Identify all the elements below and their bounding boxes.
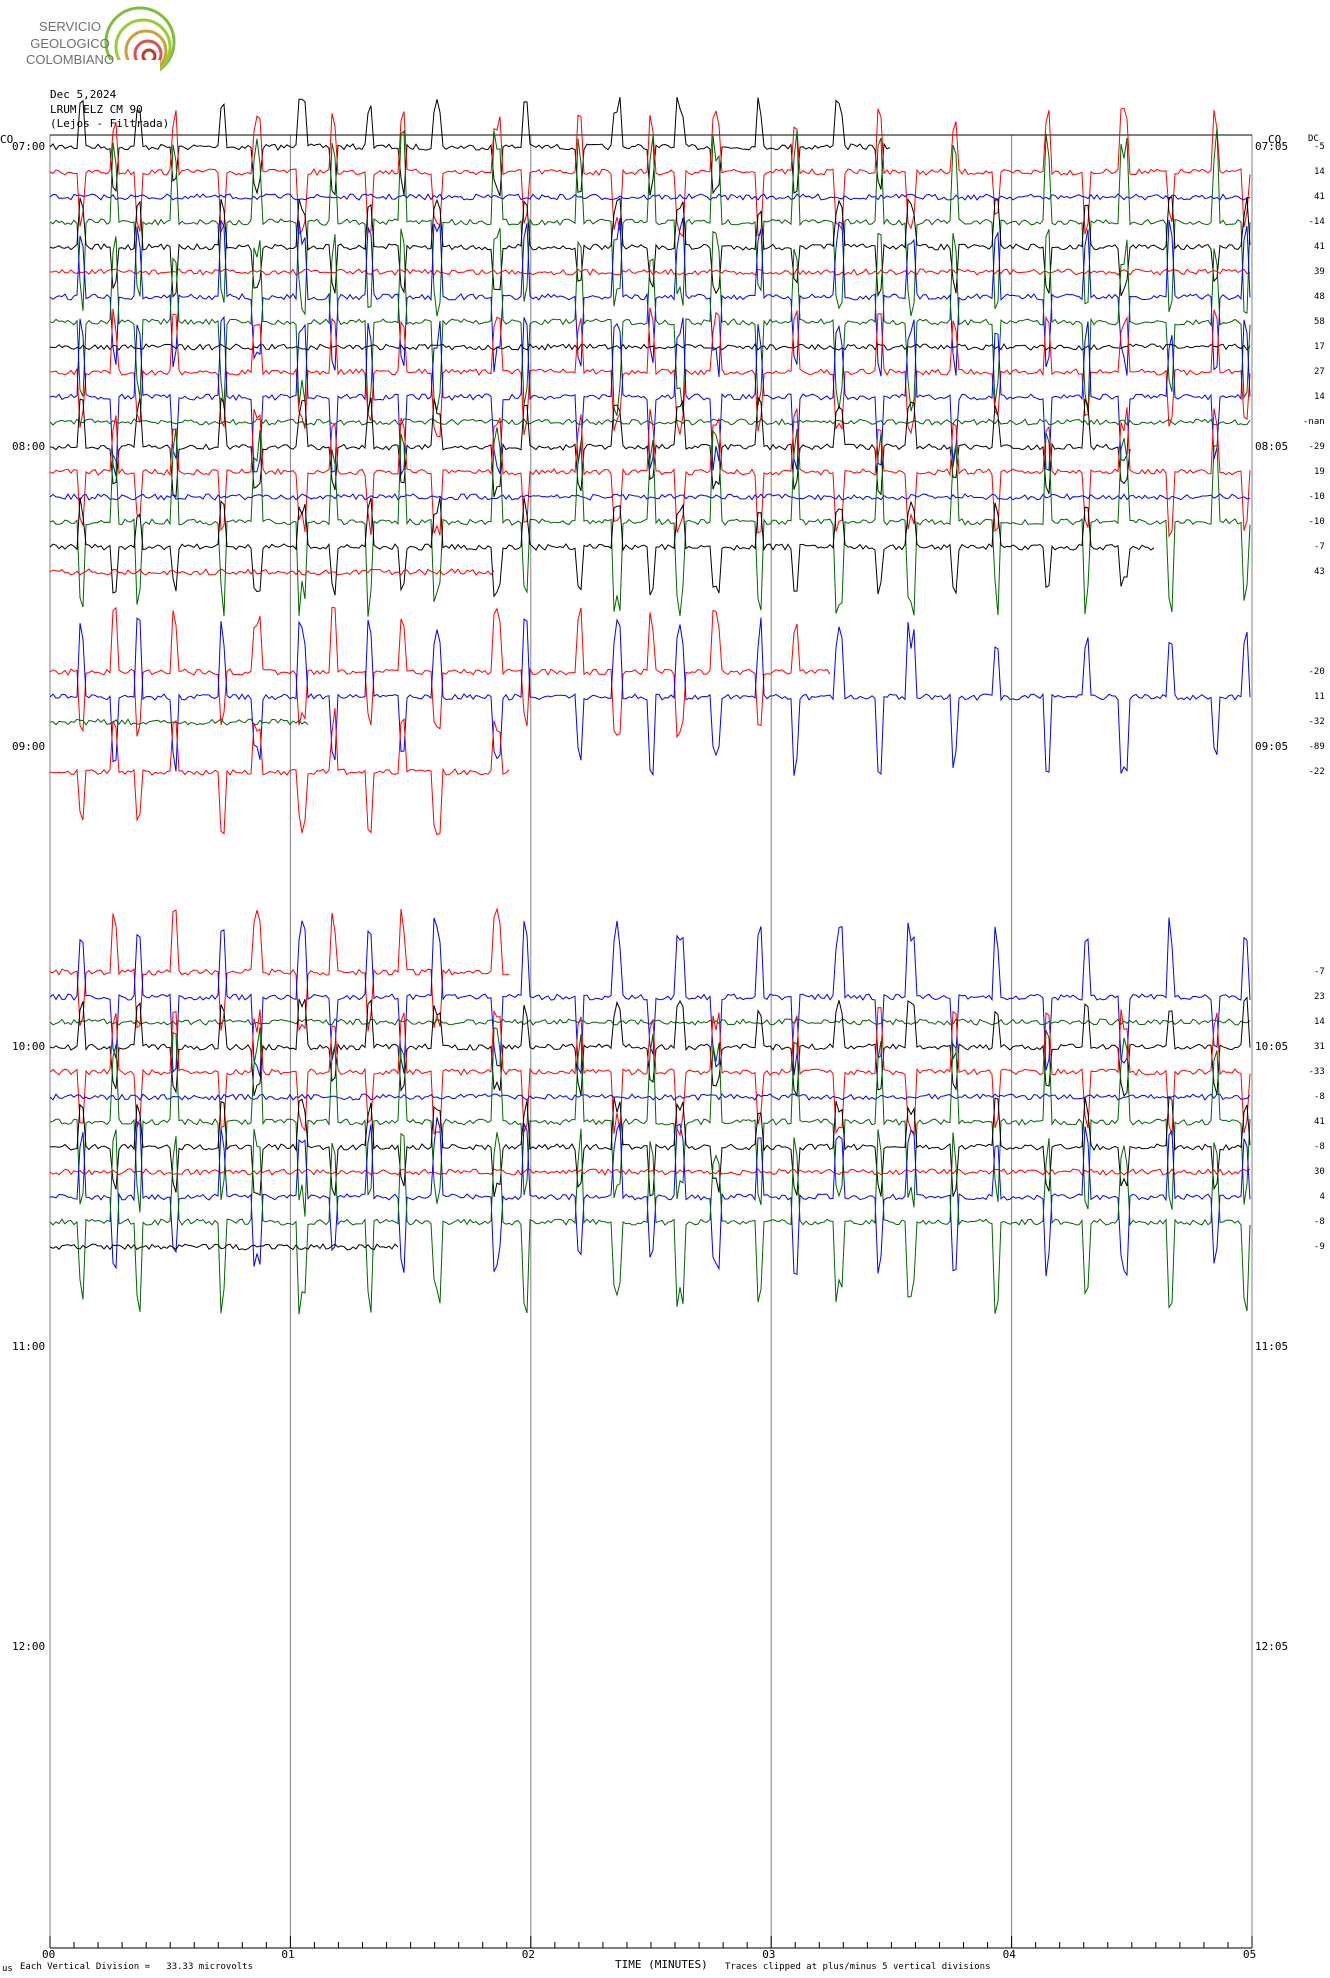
trace-line-4: [49, 127, 1251, 317]
footer-clip-note: Traces clipped at plus/minus 5 vertical …: [725, 1962, 991, 1972]
dc-offset-label: -8: [1314, 1142, 1325, 1152]
dc-offset-label: 41: [1314, 242, 1325, 252]
trace-line-23: [49, 617, 1251, 777]
dc-offset-label: 48: [1314, 292, 1325, 302]
dc-offset-label: -89: [1308, 742, 1325, 752]
trace-line-40: [49, 1027, 1251, 1217]
trace-line-24: [49, 718, 309, 726]
x-axis-title: TIME (MINUTES): [615, 1958, 708, 1971]
dc-offset-label: -8: [1314, 1217, 1325, 1227]
trace-line-44: [49, 1128, 1251, 1315]
trace-line-2: [49, 107, 1251, 238]
dc-offset-label: -10: [1308, 492, 1325, 502]
dc-offset-label: 17: [1314, 342, 1325, 352]
dc-offset-label: -5: [1314, 142, 1325, 152]
right-time-label: 10:05: [1255, 1040, 1289, 1053]
trace-line-7: [49, 217, 1251, 377]
dc-offset-label: 4: [1319, 1192, 1325, 1202]
dc-offset-label: 41: [1314, 1117, 1325, 1127]
trace-line-22: [49, 606, 831, 739]
dc-offset-label: 27: [1314, 367, 1325, 377]
trace-line-17: [49, 497, 1155, 598]
left-time-label: 10:00: [12, 1040, 46, 1053]
logo-line-1: SERVICIO: [39, 19, 101, 34]
x-tick-label: 05: [1243, 1948, 1257, 1961]
trace-line-5: [49, 196, 1251, 298]
trace-line-14: [49, 407, 1251, 538]
logo-spiral-icon: [100, 6, 176, 84]
dc-offset-label: -8: [1314, 1092, 1325, 1102]
dc-offset-label: -22: [1308, 767, 1325, 777]
minute-gridlines: [49, 134, 1253, 1948]
left-time-label: 09:00: [12, 740, 46, 753]
dc-offset-label: -14: [1308, 217, 1325, 227]
trace-line-12: [49, 418, 1251, 426]
left-time-label: 12:00: [12, 1640, 46, 1653]
trace-line-8: [49, 227, 1251, 416]
logo-line-3: COLOMBIANO: [25, 52, 115, 67]
trace-line-42: [49, 1168, 1251, 1176]
trace-line-10: [49, 307, 1251, 438]
dc-offset-label: 30: [1314, 1167, 1325, 1177]
right-time-label: 12:05: [1255, 1640, 1289, 1653]
trace-line-36: [49, 1018, 1251, 1026]
dc-offset-label: 43: [1314, 567, 1325, 577]
header-filter: (Lejos - Filtrada): [50, 117, 170, 130]
seismic-traces: [49, 96, 1251, 1315]
header-date: Dec 5,2024: [50, 88, 117, 101]
dc-offset-label: -20: [1308, 667, 1325, 677]
dc-offset-label: 39: [1314, 267, 1325, 277]
dc-offset-label: -33: [1308, 1067, 1325, 1077]
x-tick-label: 02: [521, 1948, 536, 1961]
left-time-label: 07:00: [12, 140, 46, 153]
dc-offset-label: -7: [1314, 967, 1325, 977]
footer-corner: us: [2, 1964, 13, 1974]
right-time-label: 11:05: [1255, 1340, 1289, 1353]
dc-offset-label: 14: [1314, 167, 1325, 177]
trace-line-43: [49, 1117, 1251, 1277]
dc-offset-label: -7: [1314, 542, 1325, 552]
dc-offset-label: 14: [1314, 1017, 1325, 1027]
dc-column-header: DC: [1308, 134, 1319, 144]
left-time-label: 08:00: [12, 440, 46, 453]
right-time-label: 07:05: [1255, 140, 1289, 153]
trace-line-18: [49, 568, 495, 576]
trace-line-13: [49, 395, 1131, 498]
dc-offset-label: 23: [1314, 992, 1325, 1002]
dc-offset-label: -9: [1314, 1242, 1325, 1252]
header-station: LRUM ELZ CM 90: [50, 103, 143, 116]
corner-label-left: CO: [0, 133, 14, 146]
x-tick-label: 03: [762, 1948, 776, 1961]
trace-line-3: [49, 193, 1250, 201]
trace-line-16: [49, 427, 1251, 617]
footer-scale: Each Vertical Division = 33.33 microvolt…: [20, 1962, 253, 1972]
trace-line-38: [49, 1007, 1251, 1138]
x-tick-label: 01: [281, 1948, 295, 1961]
dc-offset-label: -29: [1308, 442, 1325, 452]
dc-offset-label: 41: [1314, 192, 1325, 202]
trace-line-26: [49, 708, 510, 836]
right-time-label: 09:05: [1255, 740, 1289, 753]
x-tick-label: 04: [1002, 1948, 1016, 1961]
x-tick-label: 00: [42, 1948, 56, 1961]
trace-line-15: [49, 493, 1251, 501]
trace-line-45: [49, 1243, 399, 1251]
trace-line-39: [49, 1093, 1251, 1101]
dc-offset-label: -nan: [1303, 417, 1325, 427]
left-time-label: 11:00: [12, 1340, 46, 1353]
dc-offset-label: 14: [1314, 392, 1325, 402]
dc-offset-label: 19: [1314, 467, 1325, 477]
logo-line-2: GEOLOGICO: [30, 36, 110, 51]
dc-offset-label: 31: [1314, 1042, 1325, 1052]
dc-offset-label: 11: [1314, 692, 1325, 702]
time-axis: [49, 1936, 1253, 1949]
dc-offset-label: -32: [1308, 717, 1325, 727]
trace-line-34: [49, 907, 510, 1032]
trace-line-1: [49, 96, 891, 197]
dc-offset-label: -10: [1308, 517, 1325, 527]
right-time-label: 08:05: [1255, 440, 1289, 453]
corner-label-right: CO: [1268, 133, 1282, 146]
dc-offset-label: 58: [1314, 317, 1325, 327]
